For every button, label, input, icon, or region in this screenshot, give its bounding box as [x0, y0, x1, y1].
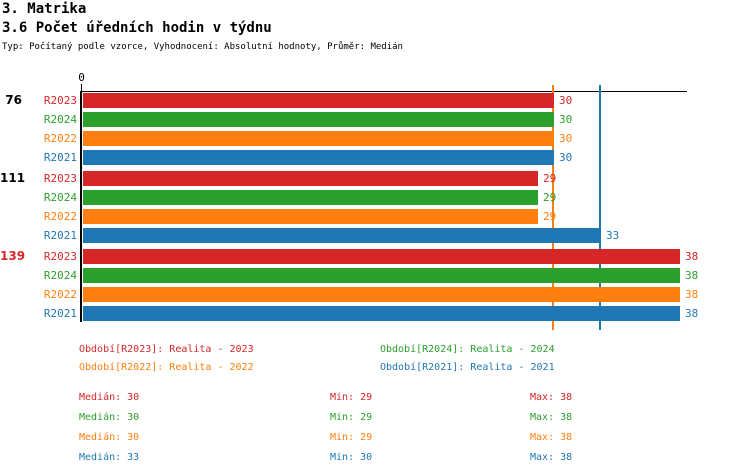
group-label-111: 111 — [0, 171, 26, 185]
stat-min-r2021: Min: 30 — [330, 452, 373, 463]
series-label-r2021: R2021 — [43, 229, 77, 242]
bar-value-label: 30 — [559, 132, 573, 145]
bar-value-label: 33 — [606, 229, 620, 242]
bar-value-label: 30 — [559, 151, 573, 164]
report-section-title: 3. Matrika — [2, 1, 87, 17]
legend-item-r2021: Období[R2021]: Realita - 2021 — [380, 362, 555, 373]
bar-chart: 0 76 R2023 30 R2024 30 R2022 30 R2021 30 111 R2023 2… — [0, 71, 699, 330]
stat-median-r2024: Medián: 30 — [79, 412, 140, 423]
bar-r2024 — [83, 268, 680, 283]
series-label-r2023: R2023 — [43, 172, 77, 185]
bar-r2024 — [83, 112, 554, 127]
median-line-30 — [552, 85, 554, 330]
bar-value-label: 30 — [559, 113, 573, 126]
bar-r2021 — [83, 150, 554, 165]
bar-value-label: 30 — [559, 94, 573, 107]
stat-max-r2021: Max: 38 — [530, 452, 573, 463]
bar-value-label: 38 — [685, 288, 699, 301]
series-label-r2021: R2021 — [43, 307, 77, 320]
bar-r2022 — [83, 287, 680, 302]
bar-r2023 — [83, 93, 554, 108]
legend-item-r2024: Období[R2024]: Realita - 2024 — [380, 344, 555, 355]
stat-max-r2022: Max: 38 — [530, 432, 573, 443]
stat-median-r2023: Medián: 30 — [79, 392, 140, 403]
stat-min-r2023: Min: 29 — [330, 392, 373, 403]
bar-value-label: 38 — [685, 250, 699, 263]
bar-r2022 — [83, 131, 554, 146]
stat-max-r2024: Max: 38 — [530, 412, 573, 423]
series-label-r2023: R2023 — [43, 94, 77, 107]
series-label-r2022: R2022 — [43, 132, 77, 145]
bar-r2023 — [83, 171, 538, 186]
legend-item-r2022: Období[R2022]: Realita - 2022 — [79, 362, 254, 373]
bar-r2023 — [83, 249, 680, 264]
series-label-r2024: R2024 — [43, 191, 77, 204]
x-axis-line — [81, 91, 687, 92]
stat-median-r2022: Medián: 30 — [79, 432, 140, 443]
x-axis-tick — [81, 84, 82, 91]
chart-title: 3.6 Počet úředních hodin v týdnu — [2, 20, 272, 36]
bar-value-label: 29 — [543, 172, 557, 185]
x-axis-zero-label: 0 — [78, 71, 85, 84]
bar-value-label: 29 — [543, 191, 557, 204]
group-label-76: 76 — [5, 93, 22, 107]
series-label-r2024: R2024 — [43, 113, 77, 126]
legend-item-r2023: Období[R2023]: Realita - 2023 — [79, 344, 254, 355]
bar-r2024 — [83, 190, 538, 205]
series-label-r2023: R2023 — [43, 250, 77, 263]
series-label-r2021: R2021 — [43, 151, 77, 164]
bar-r2021 — [83, 306, 680, 321]
median-line-33 — [599, 85, 601, 330]
series-label-r2022: R2022 — [43, 288, 77, 301]
series-label-r2022: R2022 — [43, 210, 77, 223]
stat-min-r2024: Min: 29 — [330, 412, 373, 423]
stat-median-r2021: Medián: 33 — [79, 452, 140, 463]
bar-value-label: 29 — [543, 210, 557, 223]
group-label-139: 139 — [0, 249, 26, 263]
bar-r2022 — [83, 209, 538, 224]
stat-min-r2022: Min: 29 — [330, 432, 373, 443]
y-axis-line — [80, 91, 82, 322]
bar-r2021 — [83, 228, 601, 243]
series-label-r2024: R2024 — [43, 269, 77, 282]
chart-meta-line: Typ: Počítaný podle vzorce, Vyhodnocení:… — [2, 42, 403, 52]
bar-value-label: 38 — [685, 307, 699, 320]
stat-max-r2023: Max: 38 — [530, 392, 573, 403]
bar-value-label: 38 — [685, 269, 699, 282]
